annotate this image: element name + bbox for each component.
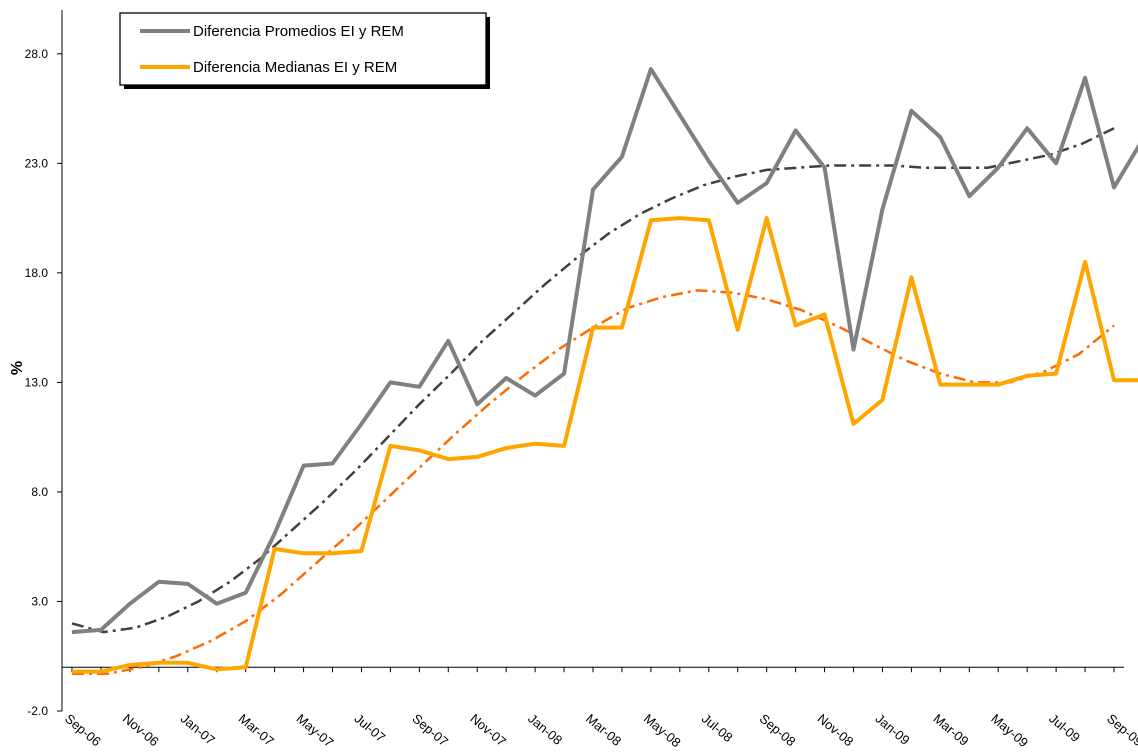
legend: Diferencia Promedios EI y REM Diferencia…	[119, 12, 490, 89]
x-tick-label: Sep-06	[62, 711, 104, 749]
x-tick-label: Jul-07	[352, 711, 389, 745]
y-axis-label: %	[9, 361, 26, 375]
x-tick-label: Sep-07	[409, 711, 451, 749]
trendline-medianas	[72, 289, 1115, 676]
x-tick-label: May-07	[294, 711, 337, 750]
x-tick-label: Nov-07	[467, 711, 509, 749]
x-tick-label: Jul-08	[699, 711, 736, 745]
x-tick-label: Nov-06	[120, 711, 162, 749]
x-tick-label: Sep-08	[757, 711, 799, 749]
legend-box	[119, 12, 487, 86]
x-tick-label: Mar-09	[930, 711, 971, 749]
trendline-promedios	[71, 127, 1115, 634]
series-lines	[71, 67, 1138, 674]
y-tick-label: -2.0	[27, 704, 48, 718]
x-tick-label: Jan-09	[873, 711, 913, 748]
y-tick-label: 28.0	[25, 47, 49, 61]
y-tick-label: 8.0	[31, 485, 48, 499]
y-tick-label: 13.0	[25, 375, 49, 389]
x-tick-label: Jan-08	[525, 711, 565, 748]
trendlines	[71, 127, 1115, 676]
series-line-medianas	[72, 216, 1138, 674]
legend-label-promedios: Diferencia Promedios EI y REM	[193, 23, 404, 40]
x-tick-label: Mar-07	[236, 711, 277, 749]
x-tick-label: Jan-07	[178, 711, 218, 748]
x-tick-label: Jul-09	[1046, 711, 1083, 745]
y-tick-label: 23.0	[25, 156, 49, 170]
x-tick-label: Sep-09	[1104, 711, 1138, 749]
series-line-promedios	[71, 67, 1138, 635]
x-tick-label: Mar-08	[583, 711, 624, 749]
y-tick-label: 3.0	[31, 594, 48, 608]
x-tick-label: May-08	[641, 711, 684, 750]
legend-label-medianas: Diferencia Medianas EI y REM	[193, 59, 397, 76]
x-tick-label: May-09	[988, 711, 1031, 750]
y-tick-label: 18.0	[25, 266, 49, 280]
x-tick-label: Nov-08	[815, 711, 857, 749]
